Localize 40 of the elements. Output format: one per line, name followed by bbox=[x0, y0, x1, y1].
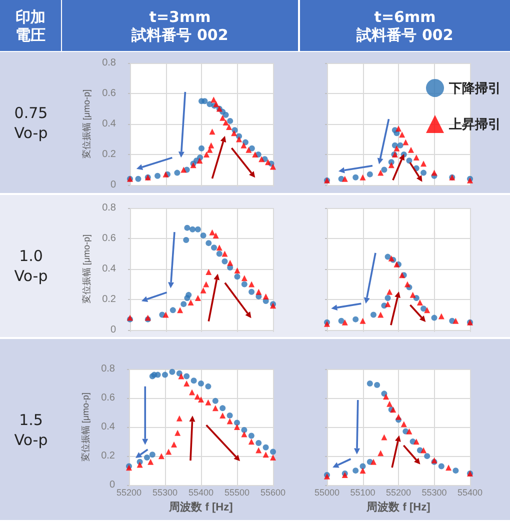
y-tick-label: 0.4 bbox=[101, 422, 116, 433]
x-axis-title: 周波数 f [Hz] bbox=[366, 500, 431, 514]
y-tick-label: 0.8 bbox=[101, 364, 116, 374]
y-tick-label: 0 bbox=[109, 480, 116, 491]
y-tick-label: 0.8 bbox=[102, 202, 116, 214]
x-tick-label: 55200 bbox=[386, 488, 412, 498]
y-tick-label: 0.2 bbox=[101, 450, 116, 462]
text: 0.75 Vo-p bbox=[13, 102, 49, 142]
text: 1.0 Vo-p bbox=[13, 246, 49, 286]
y-tick-label: 0.6 bbox=[102, 88, 116, 99]
y-tick-label: 0 bbox=[110, 180, 116, 190]
x-tick-label: 55200 bbox=[116, 488, 142, 498]
x-tick-label: 55000 bbox=[314, 488, 340, 498]
x-axis-title: 周波数 f [Hz] bbox=[168, 500, 234, 514]
text: 印加電圧 bbox=[14, 8, 46, 44]
x-tick-label: 55100 bbox=[350, 488, 376, 498]
y-tick-label: 0.4 bbox=[102, 118, 116, 130]
text: 1.5 Vo-p bbox=[13, 410, 49, 450]
y-axis-title: 変位振幅 [μmo-p] bbox=[82, 234, 92, 304]
legend-label: 上昇掃引 bbox=[448, 116, 501, 132]
x-tick-label: 55400 bbox=[457, 488, 483, 498]
x-tick-label: 55600 bbox=[260, 488, 286, 498]
x-tick-label: 55500 bbox=[224, 488, 250, 498]
y-tick-label: 0.8 bbox=[102, 58, 116, 68]
chart-title: t=6mm bbox=[374, 8, 436, 26]
y-tick-label: 0.4 bbox=[102, 264, 116, 274]
y-tick-label: 0 bbox=[110, 324, 116, 336]
y-axis-title: 変位振幅 [μmo-p] bbox=[80, 392, 91, 462]
y-tick-label: 0.2 bbox=[102, 149, 116, 160]
x-tick-label: 55300 bbox=[152, 488, 178, 498]
x-tick-label: 55300 bbox=[422, 488, 447, 498]
y-tick-label: 0.6 bbox=[102, 233, 116, 244]
y-tick-label: 0.2 bbox=[102, 294, 116, 305]
legend-label: 下降掃引 bbox=[448, 80, 501, 96]
y-axis-title: 変位振幅 [μmo-p] bbox=[82, 89, 92, 159]
y-tick-label: 0.6 bbox=[101, 392, 116, 404]
x-tick-label: 55400 bbox=[188, 488, 214, 498]
chart-subtitle: 試料番号 002 bbox=[132, 26, 228, 44]
chart-title: t=3mm bbox=[149, 8, 211, 26]
chart-subtitle: 試料番号 002 bbox=[356, 26, 454, 44]
